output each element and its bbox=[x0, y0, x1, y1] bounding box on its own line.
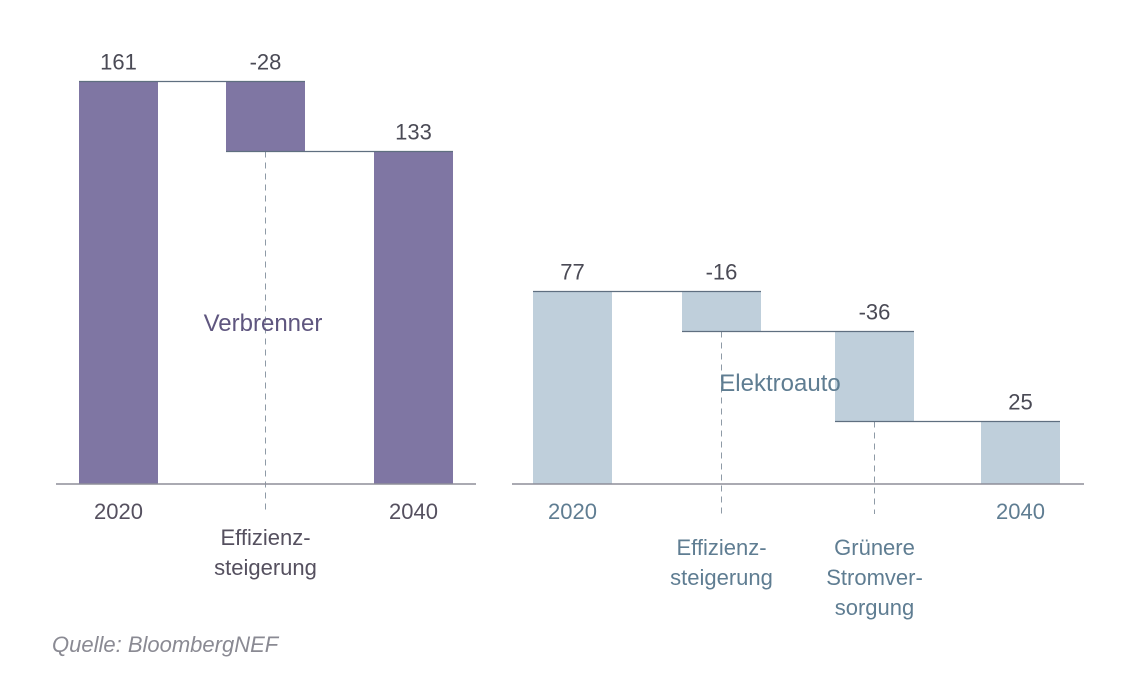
value-label: 133 bbox=[395, 120, 432, 145]
category-label: 2020 bbox=[94, 499, 143, 524]
value-label: 25 bbox=[1008, 390, 1032, 415]
value-label: -16 bbox=[706, 260, 738, 285]
category-label: Effizienz-steigerung bbox=[214, 525, 317, 580]
bar-verbrenner-0 bbox=[79, 81, 158, 484]
value-label: -36 bbox=[859, 300, 891, 325]
category-label: 2040 bbox=[389, 499, 438, 524]
series-title: Verbrenner bbox=[204, 310, 323, 337]
bar-elektroauto-3 bbox=[981, 421, 1060, 484]
category-label: 2040 bbox=[996, 499, 1045, 524]
bar-elektroauto-1 bbox=[682, 291, 761, 332]
bar-verbrenner-2 bbox=[374, 151, 453, 484]
category-label: Grünere Stromver-sorgung bbox=[826, 535, 923, 620]
category-label: 2020 bbox=[548, 499, 597, 524]
source-note: Quelle: BloombergNEF bbox=[52, 632, 279, 657]
series-title: Elektroauto bbox=[719, 370, 840, 397]
value-label: -28 bbox=[250, 50, 282, 75]
category-label: Effizienz-steigerung bbox=[670, 535, 773, 590]
bar-elektroauto-2 bbox=[835, 331, 914, 422]
bar-verbrenner-1 bbox=[226, 81, 305, 152]
value-label: 77 bbox=[560, 260, 584, 285]
bar-elektroauto-0 bbox=[533, 291, 612, 484]
value-label: 161 bbox=[100, 50, 137, 75]
